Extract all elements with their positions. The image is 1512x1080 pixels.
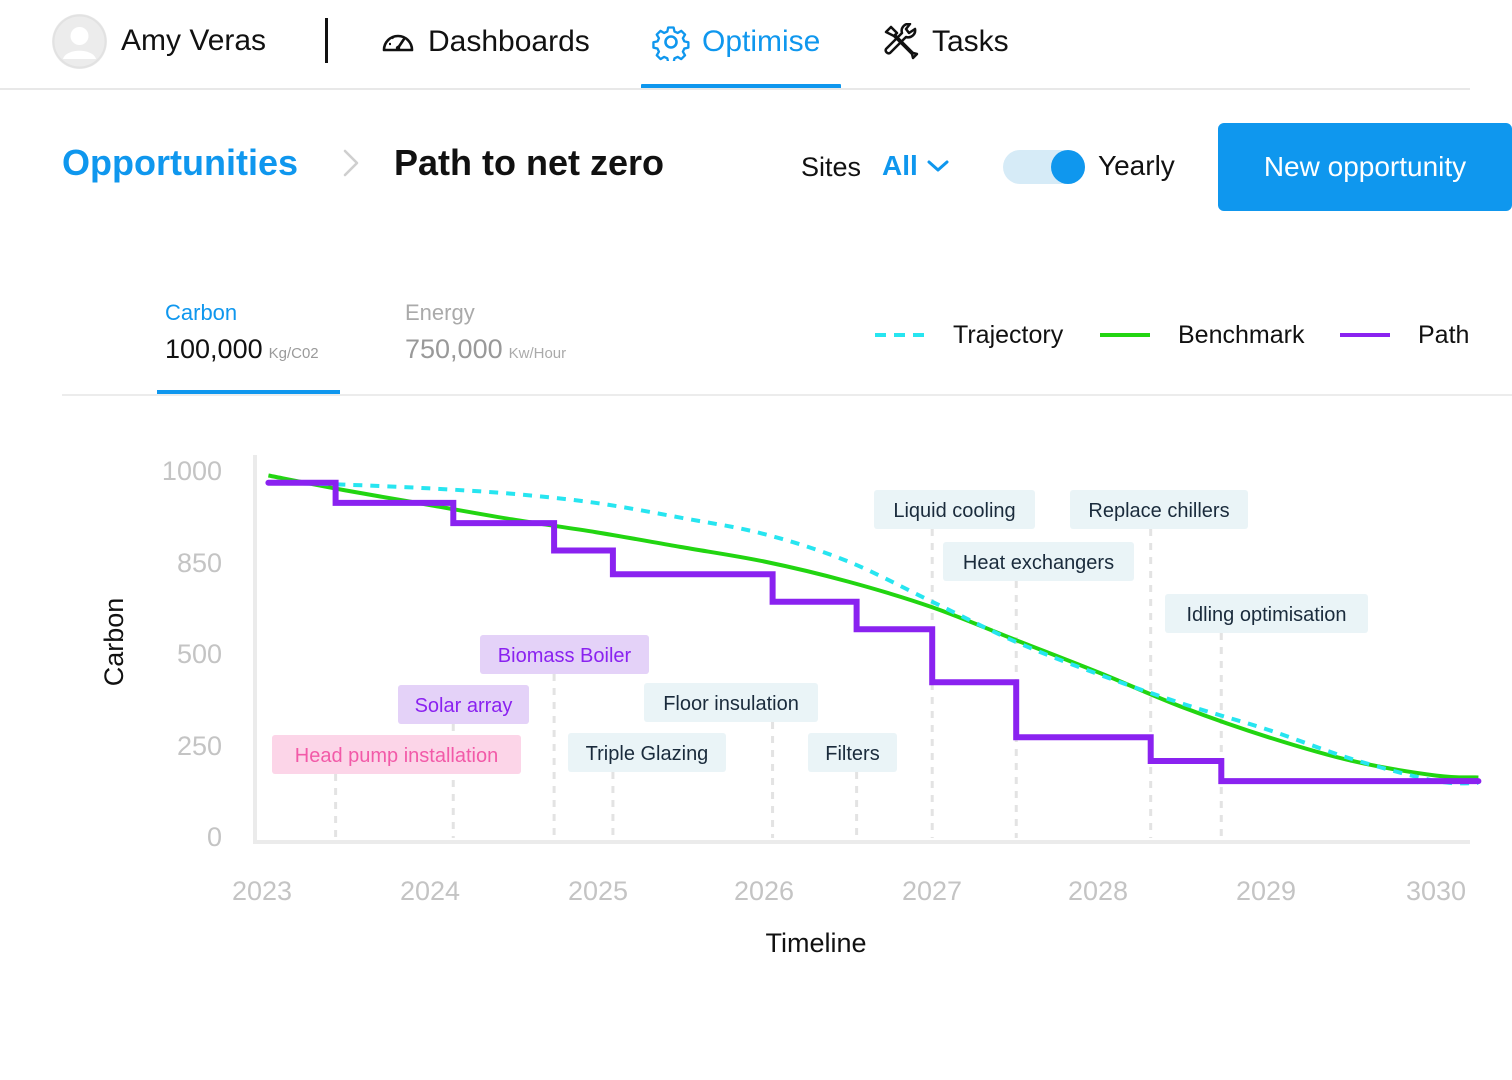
tab-carbon-value: 100,000: [165, 334, 263, 364]
tab-energy-value: 750,000: [405, 334, 503, 364]
annotation-label: Solar array: [415, 695, 513, 717]
annotation-label: Replace chillers: [1088, 500, 1229, 522]
annotation-label: Triple Glazing: [586, 743, 709, 765]
new-opportunity-button[interactable]: New opportunity: [1218, 123, 1512, 211]
annotation-label: Head pump installation: [295, 745, 498, 767]
y-tick-label: 850: [177, 548, 222, 578]
x-tick-label: 2024: [400, 876, 460, 906]
annotation-box: [808, 733, 897, 772]
x-tick-label: 2027: [902, 876, 962, 906]
active-tab-indicator: [157, 390, 340, 394]
benchmark-series-line: [268, 473, 1479, 780]
tools-icon: [884, 23, 919, 60]
annotation-label: Liquid cooling: [893, 500, 1015, 522]
toggle-knob: [1051, 150, 1085, 184]
tab-energy-label: Energy: [405, 300, 475, 325]
path-series-line: [265, 479, 1482, 785]
tabs-divider: [62, 394, 1512, 396]
annotation-box: [943, 542, 1134, 581]
legend-path: Path: [1340, 318, 1469, 352]
sites-selected-value: All: [882, 150, 918, 181]
legend-path-label: Path: [1418, 320, 1470, 349]
nav-label-tasks: Tasks: [932, 25, 1009, 58]
yearly-toggle[interactable]: [1003, 150, 1085, 184]
legend-trajectory: Trajectory: [875, 318, 1063, 352]
y-tick-label: 0: [207, 822, 222, 852]
annotation-box: [1070, 490, 1248, 529]
breadcrumb-opportunities[interactable]: Opportunities: [62, 142, 298, 183]
x-tick-label: 2023: [232, 876, 292, 906]
x-tick-label: 2029: [1236, 876, 1296, 906]
trajectory-series-line: [268, 480, 1479, 786]
x-tick-label: 2028: [1068, 876, 1128, 906]
annotation-box: [568, 733, 726, 772]
user-name[interactable]: Amy Veras: [121, 24, 267, 57]
nav-item-optimise[interactable]: Optimise: [652, 20, 820, 64]
top-nav: Amy Veras Dashboards Optimise: [0, 0, 1512, 90]
annotation-box: [272, 735, 521, 774]
legend-path-swatch: [1340, 333, 1390, 337]
legend-trajectory-label: Trajectory: [953, 320, 1064, 349]
x-tick-label: 2025: [568, 876, 628, 906]
annotation-label: Floor insulation: [663, 693, 799, 715]
y-tick-label: 500: [177, 639, 222, 669]
tab-carbon-unit: Kg/C02: [268, 345, 319, 362]
nav-active-indicator: [641, 84, 841, 89]
x-tick-label: 3030: [1406, 876, 1466, 906]
nav-divider: [325, 18, 328, 63]
tab-carbon[interactable]: Carbon 100,000 Kg/C02: [165, 300, 319, 365]
nav-item-dashboards[interactable]: Dashboards: [380, 20, 590, 64]
annotation-label: Filters: [825, 743, 879, 765]
sites-label: Sites: [801, 152, 862, 182]
annotation-box: [480, 635, 649, 674]
nav-label-dashboards: Dashboards: [428, 25, 590, 58]
x-axis-title: Timeline: [765, 928, 866, 958]
tab-energy-unit: Kw/Hour: [508, 345, 567, 362]
annotation-box: [874, 490, 1035, 529]
annotation-label: Heat exchangers: [963, 552, 1114, 574]
nav-label-optimise: Optimise: [702, 25, 821, 58]
annotation-box: [398, 685, 529, 724]
legend-trajectory-swatch: [875, 333, 925, 337]
x-tick-label: 2026: [734, 876, 794, 906]
speedometer-icon: [382, 34, 414, 52]
tab-carbon-label: Carbon: [165, 300, 238, 325]
annotation-box: [644, 683, 818, 722]
annotation-label: Idling optimisation: [1186, 604, 1346, 626]
avatar[interactable]: [52, 14, 107, 69]
y-axis-title: Carbon: [99, 598, 129, 687]
yearly-toggle-label: Yearly: [1098, 150, 1175, 181]
annotation-label: Biomass Boiler: [498, 645, 632, 667]
chevron-down-icon: [927, 160, 949, 172]
y-tick-label: 250: [177, 731, 222, 761]
nav-item-tasks[interactable]: Tasks: [882, 20, 1009, 64]
tab-energy[interactable]: Energy 750,000 Kw/Hour: [405, 300, 566, 365]
legend-benchmark-label: Benchmark: [1178, 320, 1305, 349]
page-title: Path to net zero: [394, 142, 665, 183]
gear-icon: [652, 26, 690, 61]
annotation-box: [1165, 594, 1368, 633]
sites-dropdown[interactable]: All: [882, 150, 950, 182]
top-nav-divider: [0, 88, 1470, 90]
y-tick-label: 1000: [162, 456, 222, 486]
user-avatar-icon: [52, 14, 107, 69]
chevron-right-icon: [343, 149, 359, 177]
legend-benchmark-swatch: [1100, 333, 1150, 337]
legend-benchmark: Benchmark: [1100, 318, 1304, 352]
